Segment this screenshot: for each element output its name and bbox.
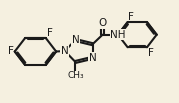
- Text: N: N: [61, 46, 69, 56]
- Text: O: O: [98, 18, 107, 28]
- Text: N: N: [89, 53, 96, 63]
- Text: CH₃: CH₃: [67, 71, 84, 80]
- Text: F: F: [128, 12, 134, 22]
- Text: F: F: [148, 48, 154, 58]
- Text: F: F: [47, 28, 53, 38]
- Text: N: N: [72, 35, 79, 45]
- Text: NH: NH: [110, 30, 126, 40]
- Text: F: F: [8, 46, 13, 57]
